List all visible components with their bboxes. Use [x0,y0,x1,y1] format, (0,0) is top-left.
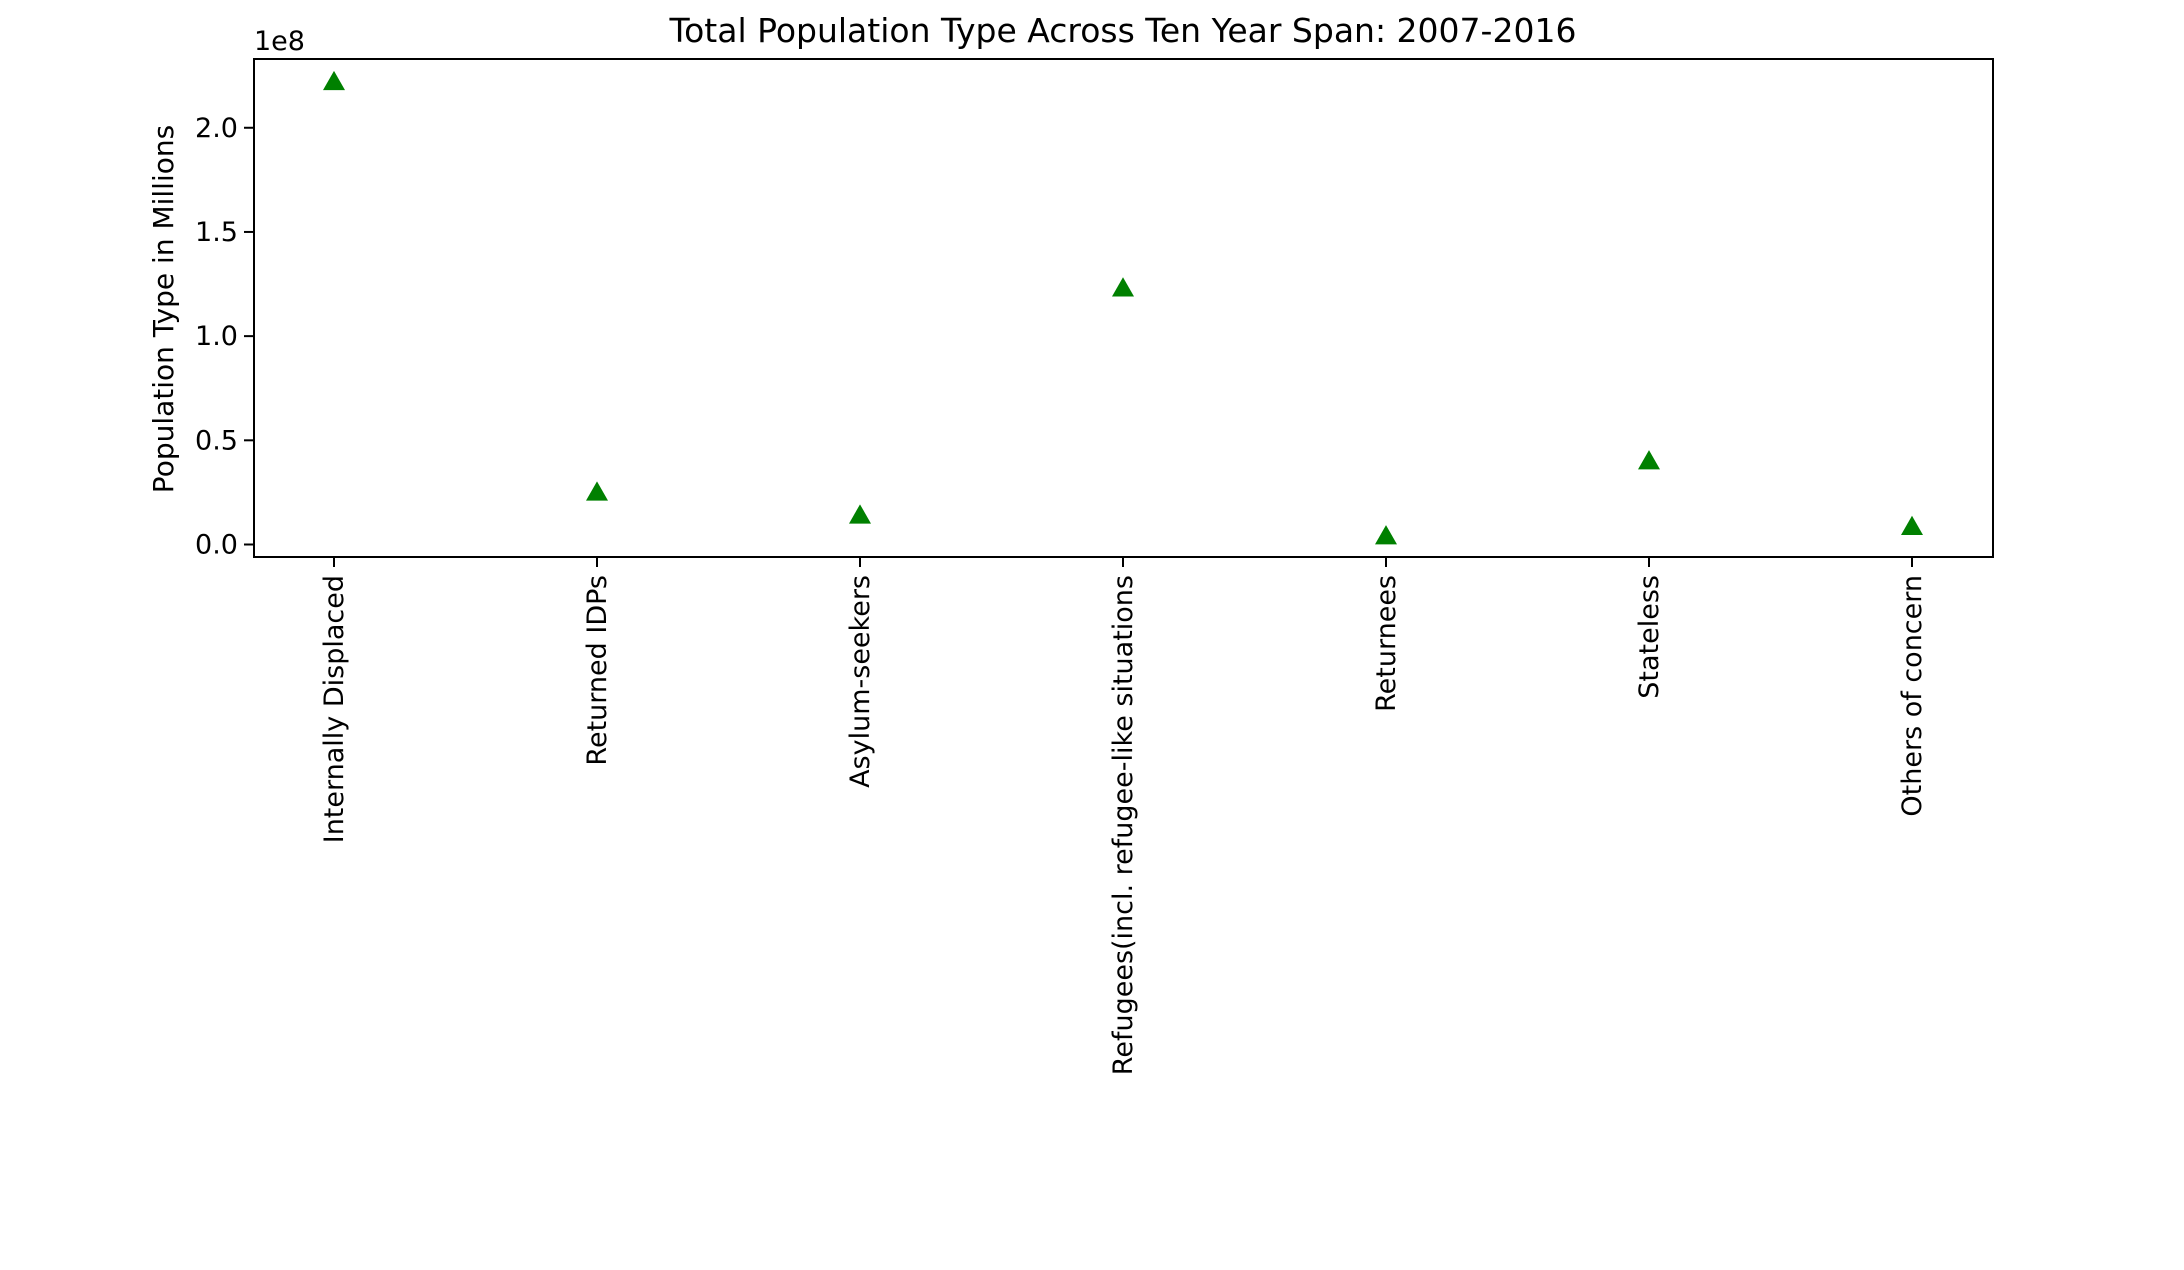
y-tick-label: 2.0 [195,113,238,144]
y-tick-label: 1.0 [195,321,238,352]
x-tick-label: Internally Displaced [319,575,350,843]
x-tick-label: Stateless [1634,575,1665,699]
y-tick-label: 0.0 [195,529,238,560]
y-axis-label: Population Type in Millions [147,125,180,493]
data-point-marker [1112,277,1134,297]
y-axis-ticks: 0.0 0.5 1.0 1.5 2.0 [195,113,254,560]
y-tick-label: 1.5 [195,217,238,248]
x-tick-label: Returnees [1371,575,1402,712]
chart-title: Total Population Type Across Ten Year Sp… [669,11,1577,50]
data-point-marker [1638,450,1660,470]
plot-area-frame [253,58,1994,558]
x-tick-label: Refugees(incl. refugee-like situations [1108,575,1139,1075]
x-tick-label: Returned IDPs [582,575,613,766]
data-point-marker [323,70,345,91]
data-point-marker [849,504,871,524]
data-markers [323,70,1923,545]
y-axis-offset-label: 1e8 [254,26,305,57]
x-axis-ticks: Internally Displaced Returned IDPs Asylum-… [319,557,1928,1075]
x-tick-label: Asylum-seekers [845,575,876,788]
y-tick-label: 0.5 [195,425,238,456]
data-point-marker [1901,515,1923,536]
data-point-marker [586,481,608,501]
x-tick-label: Others of concern [1897,575,1928,817]
data-point-marker [1375,525,1397,545]
